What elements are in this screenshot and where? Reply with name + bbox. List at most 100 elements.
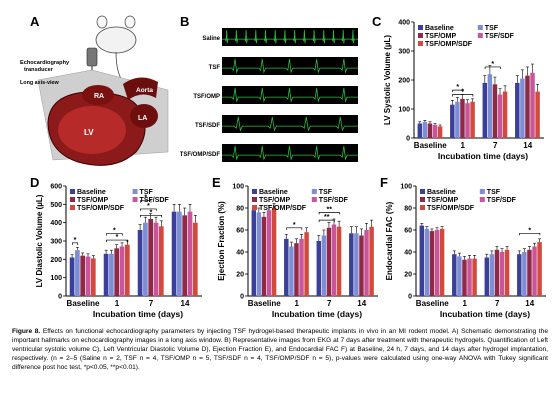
bar — [515, 82, 520, 138]
bar — [520, 78, 525, 138]
bar — [369, 226, 374, 296]
bar — [499, 252, 505, 296]
chart-endocardial-fac: 0 20 40 60 80 100 Endocardial FAC (%) Baseline 1… — [385, 184, 546, 319]
bar — [75, 250, 80, 296]
legend-label: TSF/OMP/SDF — [425, 41, 473, 48]
bar — [434, 230, 440, 296]
bar — [504, 249, 510, 296]
significance-marker: * — [150, 209, 153, 216]
legend-swatch — [420, 205, 425, 210]
legend-label: TSF — [140, 189, 154, 196]
y-tick-label: 100 — [398, 107, 410, 114]
bar — [537, 242, 542, 296]
ekg-label: Saline — [202, 36, 220, 42]
y-tick-label: 100 — [232, 184, 244, 191]
bar — [192, 222, 198, 296]
bar — [457, 256, 462, 296]
legend-label: Baseline — [427, 189, 456, 196]
x-tick-label: Baseline — [414, 141, 447, 150]
significance-bracket — [318, 212, 340, 215]
bar — [429, 231, 435, 296]
legend-label: TSF/OMP — [425, 33, 456, 40]
panel-letter-e: E — [212, 175, 221, 190]
bar — [80, 255, 86, 296]
bar — [497, 94, 503, 138]
bar — [349, 233, 354, 296]
legend-swatch — [70, 197, 75, 202]
ekg-trace-line — [222, 58, 358, 74]
x-tick-label: 1 — [461, 141, 466, 150]
bar — [299, 238, 304, 296]
legend-label: TSF — [319, 189, 333, 196]
label-ra: RA — [94, 93, 104, 100]
bar — [472, 258, 477, 296]
y-axis-label: Endocardial FAC (%) — [385, 201, 394, 280]
significance-marker: * — [461, 89, 464, 96]
bar — [119, 246, 125, 296]
legend-swatch — [420, 189, 425, 194]
ekg-trace-line — [222, 116, 358, 132]
significance-bracket — [452, 94, 474, 97]
significance-marker: * — [144, 195, 147, 202]
chart-ejection-fraction: 0 20 40 60 80 100 Ejection Fraction (%) Baselin… — [217, 184, 378, 319]
y-tick-label: 0 — [58, 294, 62, 301]
legend-label: Baseline — [77, 189, 106, 196]
ekg-trace-box — [222, 115, 358, 133]
significance-marker: * — [528, 227, 531, 234]
y-tick-label: 40 — [404, 250, 412, 257]
caption-label: Figure 8. — [12, 328, 41, 335]
bar — [535, 91, 540, 138]
significance-marker: * — [74, 237, 77, 244]
legend-label: TSF/SDF — [485, 33, 515, 40]
bar — [326, 227, 332, 296]
bar — [294, 243, 299, 296]
significance-marker: * — [293, 222, 296, 229]
legend-label: TSF/OMP — [259, 197, 290, 204]
significance-bracket — [452, 89, 464, 93]
y-tick-label: 0 — [408, 294, 412, 301]
legend-label: TSF/SDF — [140, 197, 170, 204]
legend-swatch — [418, 33, 423, 38]
x-tick-label: 7 — [327, 299, 332, 308]
bar — [432, 124, 438, 138]
heart-icon — [47, 77, 158, 166]
bar — [321, 235, 327, 296]
significance-bracket — [286, 227, 303, 230]
significance-bracket — [140, 208, 157, 211]
bar — [182, 215, 188, 296]
bar — [316, 241, 322, 296]
bar — [364, 230, 369, 296]
legend-label: TSF/SDF — [487, 197, 517, 204]
legend-swatch — [70, 189, 75, 194]
legend-swatch — [132, 189, 138, 194]
panel-letter-a: A — [30, 14, 40, 29]
bar — [266, 210, 272, 296]
significance-bracket — [72, 242, 79, 245]
legend-swatch — [252, 197, 257, 202]
bar — [261, 216, 267, 296]
legend-swatch — [477, 33, 483, 38]
x-tick-label: 1 — [115, 299, 120, 308]
bar — [422, 122, 428, 138]
bar — [114, 248, 120, 296]
y-tick-label: 20 — [236, 272, 244, 279]
bar — [336, 226, 342, 296]
panel-letter-c: C — [372, 14, 382, 29]
y-tick-label: 300 — [50, 239, 62, 246]
label-lv: LV — [84, 128, 94, 137]
y-tick-label: 80 — [236, 206, 244, 213]
x-axis-label: Incubation time (days) — [440, 309, 530, 319]
bar — [462, 259, 467, 296]
x-tick-label: 7 — [149, 299, 154, 308]
significance-marker: * — [456, 84, 459, 91]
x-tick-label: Baseline — [67, 299, 100, 308]
chart-lv-diastolic-volume: 0 100 200 300 400 500 600 LV Diastolic Volume (… — [35, 184, 202, 319]
bar — [289, 246, 294, 296]
bar — [158, 226, 164, 296]
bar — [251, 210, 257, 296]
legend-swatch — [418, 25, 423, 30]
significance-bracket — [106, 239, 128, 243]
y-tick-label: 100 — [400, 184, 412, 191]
y-tick-label: 0 — [240, 294, 244, 301]
bar — [90, 258, 96, 296]
